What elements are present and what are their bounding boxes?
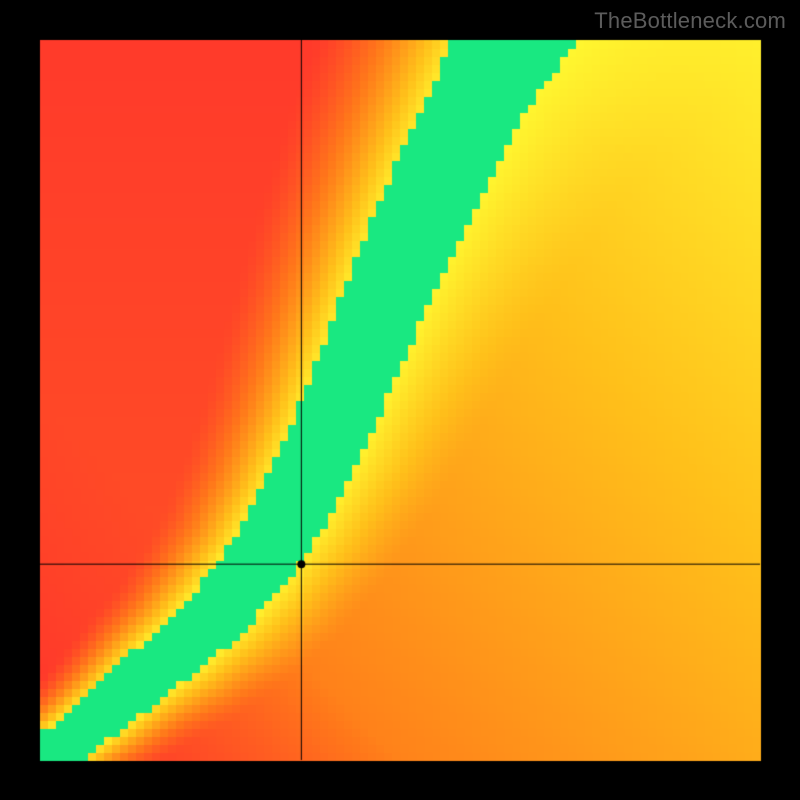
chart-container: TheBottleneck.com: [0, 0, 800, 800]
watermark-text: TheBottleneck.com: [594, 8, 786, 34]
heatmap-canvas: [0, 0, 800, 800]
